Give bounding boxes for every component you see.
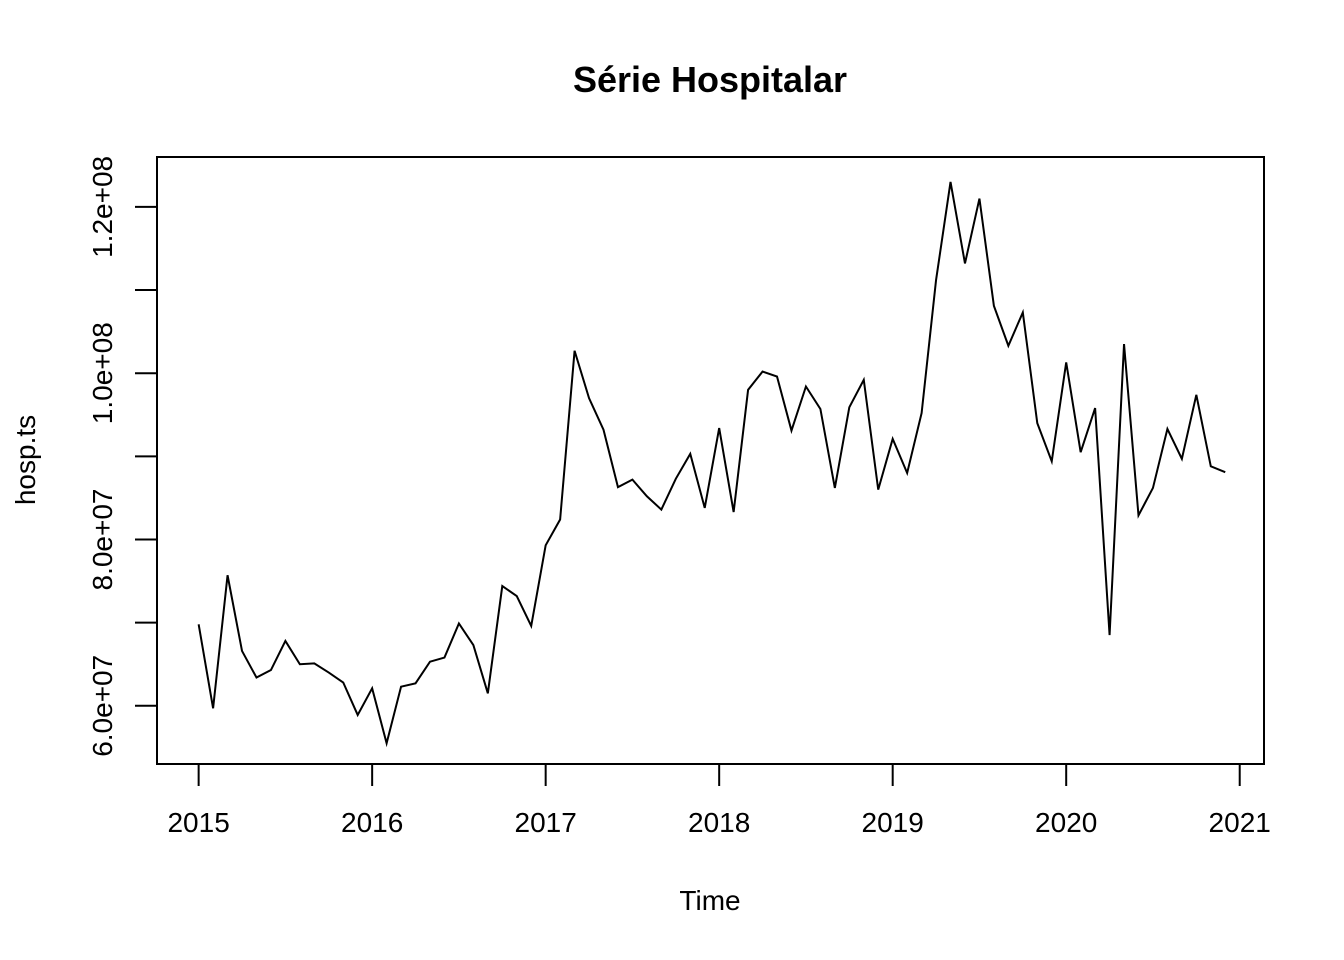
x-tick-label: 2018 <box>688 807 750 838</box>
x-tick-label: 2021 <box>1209 807 1271 838</box>
y-axis-label: hosp.ts <box>10 415 41 505</box>
y-axis: 6.0e+07 8.0e+07 1.0e+08 1.2e+08 <box>87 156 158 757</box>
y-tick-label: 8.0e+07 <box>87 488 118 590</box>
y-tick-label: 1.2e+08 <box>87 156 118 258</box>
series-line-hosp-ts <box>197 181 1226 748</box>
y-tick-label: 6.0e+07 <box>87 655 118 757</box>
x-tick-label: 2017 <box>515 807 577 838</box>
x-tick-label: 2015 <box>167 807 229 838</box>
y-tick-label: 1.0e+08 <box>87 322 118 424</box>
x-axis-label: Time <box>679 885 740 916</box>
x-axis: 2015 2016 2017 2018 2019 2020 2021 <box>167 763 1271 838</box>
x-tick-label: 2016 <box>341 807 403 838</box>
x-tick-label: 2020 <box>1035 807 1097 838</box>
x-tick-label: 2019 <box>862 807 924 838</box>
chart-title: Série Hospitalar <box>573 59 847 100</box>
